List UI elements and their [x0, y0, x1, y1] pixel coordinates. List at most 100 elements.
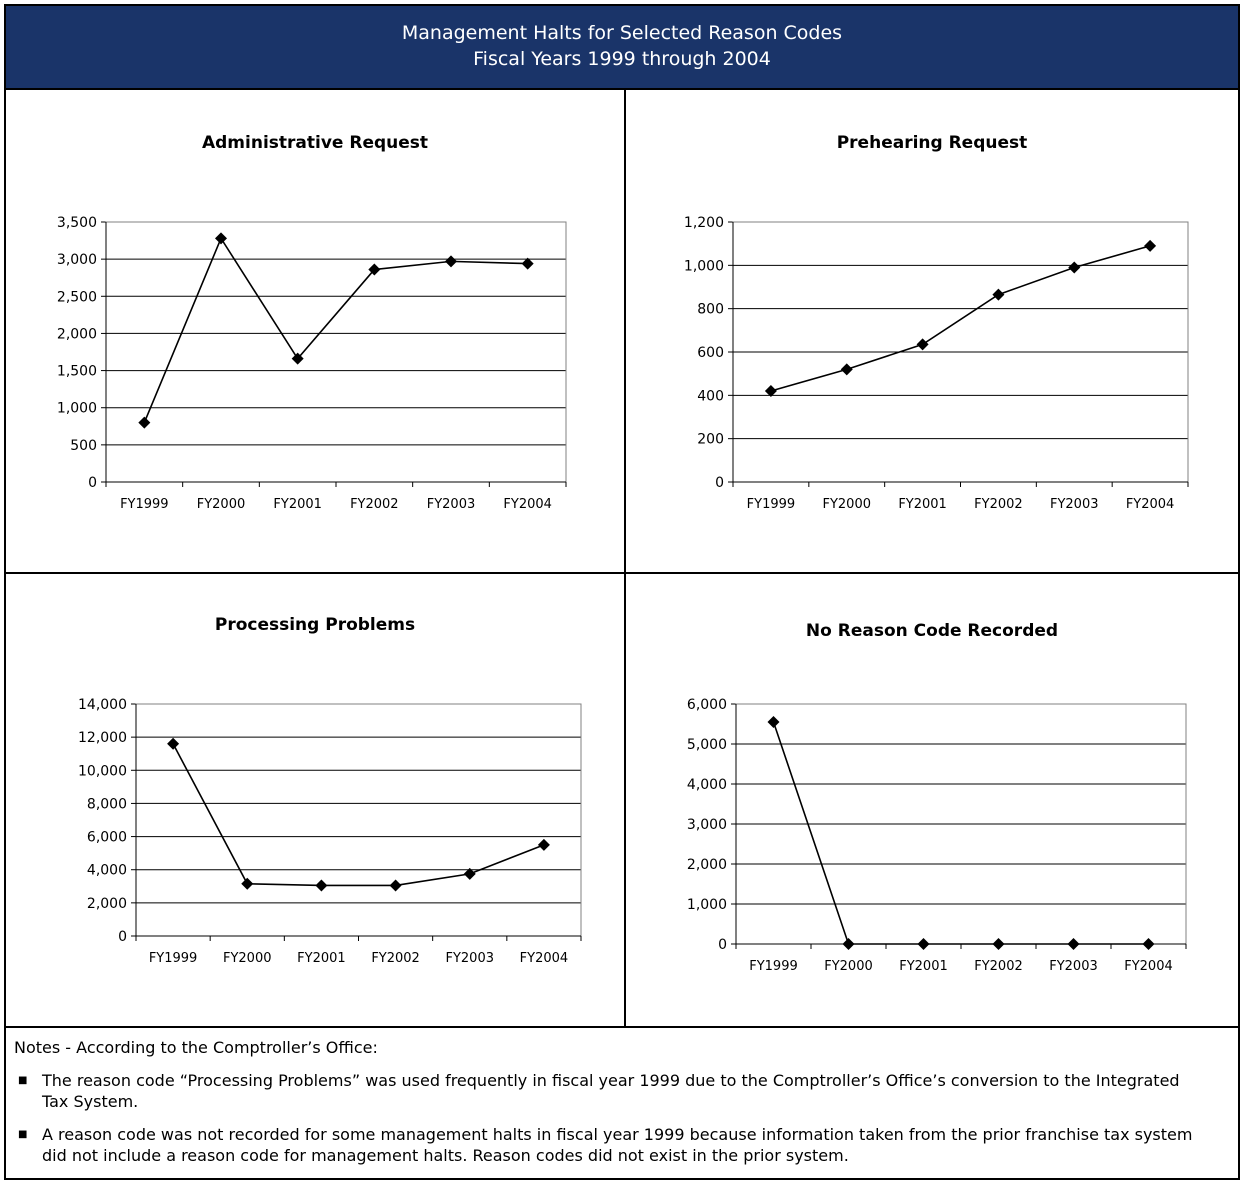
- y-tick-label: 4,000: [87, 863, 127, 879]
- x-tick-label: FY2004: [520, 951, 569, 966]
- x-tick-label: FY2001: [898, 497, 947, 512]
- y-tick-label: 6,000: [87, 830, 127, 846]
- x-tick-label: FY2002: [974, 959, 1023, 974]
- series-line: [143, 236, 528, 423]
- x-tick-label: FY2003: [1049, 959, 1098, 974]
- y-tick-label: 600: [697, 345, 724, 361]
- panel-divider-horizontal: [6, 572, 1238, 574]
- chart-prehearing-request: Prehearing Request 0 200 400 600 800 1,000 1,20…: [684, 133, 1189, 512]
- data-point-marker: [389, 879, 402, 892]
- x-tick-label: FY2003: [1050, 497, 1099, 512]
- data-point-marker: [445, 255, 457, 268]
- y-tick-label: 14,000: [78, 697, 127, 713]
- notes-heading: Notes - According to the Comptroller’s O…: [14, 1038, 378, 1057]
- data-point-marker: [315, 879, 328, 892]
- notes-item: ■ The reason code “Processing Problems” …: [18, 1070, 1202, 1112]
- y-tick-label: 200: [697, 432, 724, 448]
- bullet-icon: ■: [18, 1075, 28, 1086]
- data-point-marker: [537, 838, 550, 851]
- y-tick-label: 5,000: [687, 737, 727, 753]
- chart-processing-problems: Processing Problems 0 2,000 4,000 6,000 8,000…: [78, 615, 582, 966]
- x-tick-label: FY2001: [273, 497, 322, 512]
- figure-subtitle: Fiscal Years 1999 through 2004: [473, 48, 771, 70]
- y-tick-label: 500: [70, 438, 97, 454]
- x-tick-label: FY2001: [899, 959, 948, 974]
- notes-divider: [6, 1026, 1238, 1028]
- y-tick-label: 1,000: [684, 258, 724, 274]
- y-tick-label: 3,500: [57, 215, 97, 231]
- x-tick-label: FY1999: [747, 497, 796, 512]
- y-tick-label: 6,000: [687, 697, 727, 713]
- x-tick-label: FY2001: [297, 951, 346, 966]
- chart-no-reason-code: No Reason Code Recorded 0 1,000 2,000 3,000 4…: [687, 621, 1187, 974]
- y-tick-label: 1,000: [687, 897, 727, 913]
- data-point-marker: [916, 338, 929, 351]
- y-tick-label: 10,000: [78, 763, 127, 779]
- y-tick-label: 2,000: [87, 896, 127, 912]
- y-tick-label: 1,500: [57, 364, 97, 380]
- series-line: [172, 743, 545, 887]
- y-tick-label: 0: [88, 475, 97, 491]
- y-tick-label: 12,000: [78, 730, 127, 746]
- bullet-icon: ■: [18, 1129, 28, 1140]
- y-tick-label: 2,000: [687, 857, 727, 873]
- x-tick-label: FY2000: [197, 497, 246, 512]
- y-tick-label: 3,000: [57, 252, 97, 268]
- series-line: [772, 721, 1149, 945]
- data-point-marker: [1067, 938, 1080, 950]
- notes-item-text: A reason code was not recorded for some …: [42, 1125, 1193, 1165]
- y-tick-label: 3,000: [687, 817, 727, 833]
- data-point-marker: [138, 416, 151, 429]
- data-point-marker: [917, 938, 930, 950]
- y-tick-label: 0: [118, 929, 127, 945]
- data-point-marker: [842, 938, 855, 950]
- data-point-marker: [215, 232, 227, 245]
- chart-title: Processing Problems: [215, 615, 415, 635]
- y-tick-label: 1,200: [684, 215, 724, 231]
- y-tick-label: 8,000: [87, 796, 127, 812]
- x-tick-label: FY2003: [427, 497, 476, 512]
- chart-panel-processing-problems: Processing Problems 0 2,000 4,000 6,000 8,000…: [6, 574, 624, 1026]
- x-tick-label: FY2002: [350, 497, 399, 512]
- x-tick-label: FY2004: [503, 497, 552, 512]
- data-point-marker: [1142, 938, 1155, 950]
- figure-header: Management Halts for Selected Reason Cod…: [6, 6, 1238, 90]
- data-point-marker: [840, 363, 853, 376]
- panel-divider-vertical: [624, 90, 626, 1026]
- chart-title: Prehearing Request: [837, 133, 1028, 153]
- y-tick-label: 1,000: [57, 401, 97, 417]
- data-point-marker: [521, 257, 534, 270]
- x-tick-label: FY2004: [1126, 497, 1175, 512]
- x-tick-label: FY1999: [149, 951, 198, 966]
- y-tick-label: 0: [718, 937, 727, 953]
- x-tick-label: FY1999: [120, 497, 169, 512]
- data-point-marker: [1144, 239, 1157, 252]
- data-point-marker: [767, 716, 780, 728]
- y-tick-label: 800: [697, 302, 724, 318]
- data-point-marker: [291, 352, 304, 365]
- x-tick-label: FY2003: [445, 951, 494, 966]
- x-tick-label: FY2002: [974, 497, 1023, 512]
- data-point-marker: [368, 263, 381, 276]
- y-tick-label: 4,000: [687, 777, 727, 793]
- chart-panel-prehearing-request: Prehearing Request 0 200 400 600 800 1,000 1,20…: [626, 92, 1238, 572]
- data-point-marker: [992, 288, 1005, 301]
- figure-title: Management Halts for Selected Reason Cod…: [401, 22, 843, 44]
- y-tick-label: 0: [715, 475, 724, 491]
- notes-item-text: The reason code “Processing Problems” wa…: [42, 1071, 1180, 1111]
- figure-frame: Management Halts for Selected Reason Cod…: [4, 4, 1240, 1180]
- chart-panel-no-reason-code: No Reason Code Recorded 0 1,000 2,000 3,000 4…: [626, 574, 1238, 1026]
- plot-area: [135, 703, 582, 937]
- chart-panel-administrative-request: Administrative Request 0 500 1,000 1,500 2,00…: [6, 92, 624, 572]
- data-point-marker: [241, 877, 254, 890]
- data-point-marker: [463, 867, 476, 880]
- plot-area: [105, 221, 567, 483]
- x-tick-label: FY2000: [223, 951, 272, 966]
- chart-title: Administrative Request: [202, 133, 428, 153]
- y-tick-label: 2,000: [57, 326, 97, 342]
- chart-title: No Reason Code Recorded: [806, 621, 1058, 641]
- x-tick-label: FY2004: [1124, 959, 1173, 974]
- x-tick-label: FY1999: [749, 959, 798, 974]
- data-point-marker: [992, 938, 1005, 950]
- y-tick-label: 2,500: [57, 289, 97, 305]
